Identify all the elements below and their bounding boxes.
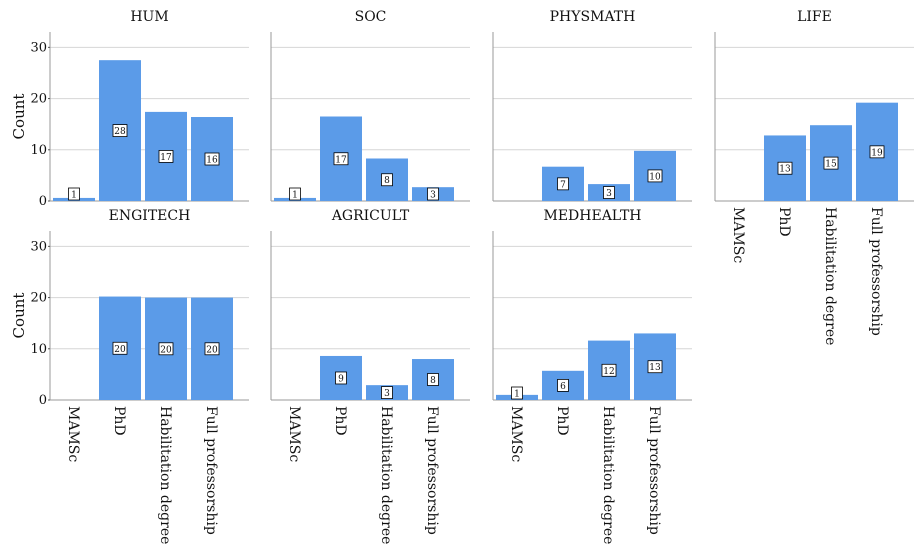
- data-label-box-engitech-2: [158, 342, 174, 356]
- y-tick-label: 30: [30, 40, 47, 55]
- data-label-engitech-3: 20: [206, 345, 218, 355]
- data-label-box-medhealth-0: [511, 386, 523, 400]
- data-label-box-hum-3: [204, 152, 220, 166]
- data-label-box-medhealth-2: [601, 363, 617, 377]
- panel-title-medhealth: MEDHEALTH: [543, 208, 641, 224]
- data-label-medhealth-2: 12: [603, 367, 614, 377]
- y-tick-label: 10: [30, 143, 47, 158]
- panel-title-agricult: AGRICULT: [331, 208, 410, 224]
- data-label-soc-3: 3: [430, 191, 436, 201]
- data-label-box-hum-2: [158, 150, 174, 163]
- data-label-box-physmath-3: [647, 169, 663, 183]
- x-category-label-life: Full professorship: [868, 207, 884, 336]
- data-label-box-soc-1: [333, 152, 349, 166]
- x-category-label-agricult: PhD: [332, 406, 348, 436]
- data-label-life-1: 13: [779, 165, 791, 175]
- data-label-medhealth-0: 1: [514, 390, 520, 400]
- x-category-label-medhealth: MAMSc: [508, 406, 524, 462]
- x-category-label-life: PhD: [776, 207, 792, 237]
- y-tick-label: 0: [39, 393, 47, 408]
- x-category-label-life: MAMSc: [730, 207, 746, 263]
- data-label-medhealth-3: 13: [649, 363, 661, 373]
- data-label-engitech-1: 20: [114, 345, 126, 355]
- x-category-label-agricult: Full professorship: [424, 406, 440, 535]
- panel-title-life: LIFE: [797, 9, 832, 25]
- panel-title-engitech: ENGITECH: [109, 208, 191, 224]
- y-tick-label: 0: [39, 194, 47, 209]
- x-category-label-engitech: Habilitation degree: [157, 406, 173, 544]
- data-label-box-medhealth-1: [557, 379, 569, 392]
- data-label-box-life-1: [777, 161, 793, 175]
- panel-title-physmath: PHYSMATH: [550, 9, 636, 25]
- data-label-agricult-2: 3: [384, 389, 390, 399]
- data-label-box-life-3: [869, 145, 885, 159]
- x-category-label-life: Habilitation degree: [822, 207, 838, 345]
- data-label-box-engitech-1: [112, 341, 128, 355]
- data-label-box-soc-3: [427, 187, 439, 201]
- x-category-label-engitech: PhD: [111, 406, 127, 436]
- data-label-box-life-2: [823, 156, 839, 170]
- data-label-hum-2: 17: [160, 153, 172, 163]
- data-label-hum-3: 16: [206, 156, 218, 166]
- y-tick-label: 20: [30, 291, 47, 306]
- data-label-box-engitech-3: [204, 342, 220, 356]
- data-label-physmath-3: 10: [649, 172, 661, 182]
- data-label-agricult-1: 9: [338, 374, 344, 384]
- data-label-soc-1: 17: [335, 155, 347, 165]
- data-label-box-medhealth-3: [647, 360, 663, 374]
- panel-title-soc: SOC: [355, 9, 387, 25]
- data-label-physmath-2: 3: [606, 189, 612, 199]
- x-category-label-agricult: MAMSc: [286, 406, 302, 462]
- x-category-label-engitech: Full professorship: [203, 406, 219, 535]
- y-axis-title: Count: [10, 293, 28, 339]
- data-label-soc-2: 8: [384, 176, 390, 186]
- y-tick-label: 30: [30, 239, 47, 254]
- data-label-agricult-3: 8: [430, 376, 436, 386]
- panel-title-hum: HUM: [130, 9, 168, 25]
- y-tick-label: 20: [30, 92, 47, 107]
- x-category-label-medhealth: Full professorship: [646, 406, 662, 535]
- data-label-box-physmath-1: [557, 177, 569, 191]
- data-label-box-soc-2: [381, 173, 393, 187]
- y-tick-label: 10: [30, 342, 47, 357]
- data-label-life-2: 15: [825, 160, 837, 170]
- data-label-box-agricult-1: [335, 371, 347, 385]
- x-category-label-engitech: MAMSc: [65, 406, 81, 462]
- data-label-box-hum-0: [68, 187, 80, 201]
- data-label-soc-0: 1: [292, 191, 298, 201]
- data-label-hum-1: 28: [114, 127, 126, 137]
- data-label-hum-0: 1: [71, 191, 77, 201]
- data-label-life-3: 19: [871, 148, 883, 158]
- data-label-physmath-1: 7: [560, 180, 566, 190]
- y-axis-title: Count: [10, 94, 28, 140]
- data-label-box-agricult-3: [427, 373, 439, 386]
- x-category-label-medhealth: Habilitation degree: [600, 406, 616, 544]
- data-label-box-hum-1: [112, 124, 128, 137]
- x-category-label-medhealth: PhD: [554, 406, 570, 436]
- data-label-box-agricult-2: [381, 386, 393, 399]
- data-label-box-physmath-2: [603, 186, 615, 199]
- x-category-label-agricult: Habilitation degree: [378, 406, 394, 544]
- data-label-box-soc-0: [289, 187, 301, 201]
- data-label-medhealth-1: 6: [560, 382, 566, 392]
- data-label-engitech-2: 20: [160, 345, 172, 355]
